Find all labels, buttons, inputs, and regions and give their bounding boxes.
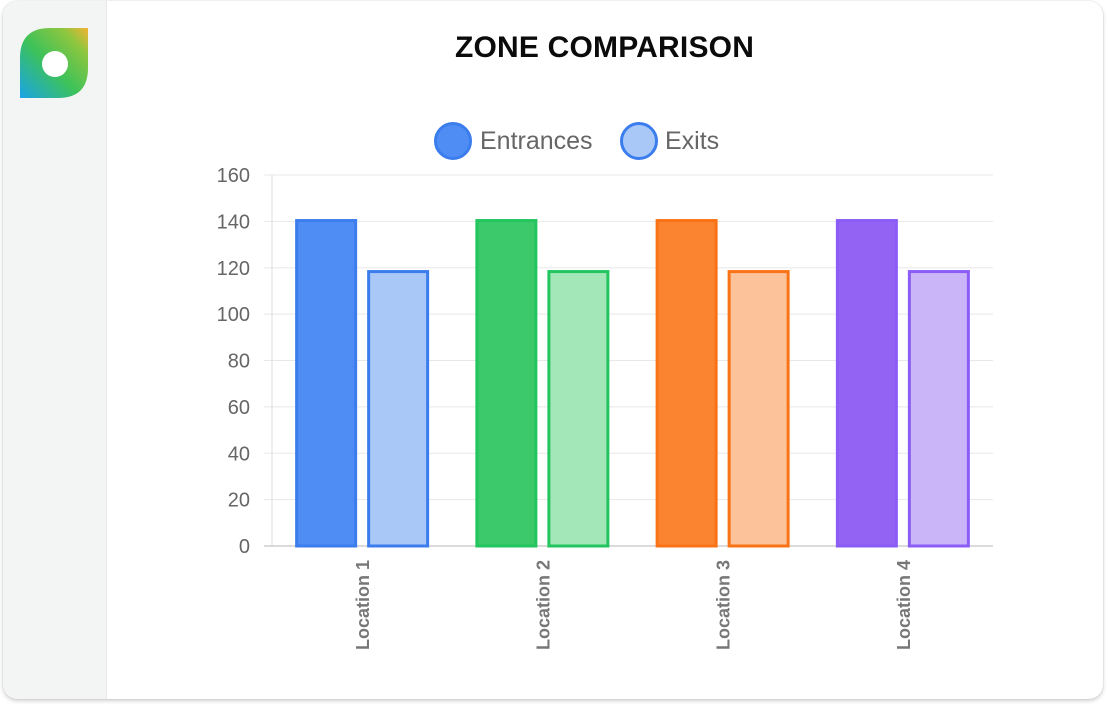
y-tick-label: 60	[228, 397, 250, 419]
bars	[295, 219, 970, 548]
bar-exits-3[interactable]	[727, 270, 790, 548]
bar-entrances-2[interactable]	[475, 219, 538, 548]
legend-swatch-entrances[interactable]	[434, 122, 472, 160]
y-tick-label: 0	[239, 536, 250, 558]
x-tick-label: Location 4	[894, 560, 914, 650]
y-tick-label: 160	[217, 165, 250, 187]
bar-exits-2[interactable]	[547, 270, 610, 548]
legend: Entrances Exits	[434, 122, 719, 160]
y-tick-label: 40	[228, 443, 250, 465]
y-tick-label: 140	[217, 211, 250, 233]
legend-label-entrances[interactable]: Entrances	[480, 127, 593, 155]
bar-entrances-1[interactable]	[295, 219, 358, 548]
x-tick-label: Location 2	[533, 560, 553, 650]
chart-title: ZONE COMPARISON	[454, 31, 755, 64]
y-tick-label: 120	[217, 258, 250, 280]
y-tick-label: 80	[228, 351, 250, 373]
y-tick-label: 20	[228, 490, 250, 512]
x-tick-label: Location 3	[714, 560, 734, 650]
bar-exits-4[interactable]	[907, 270, 970, 548]
legend-swatch-exits[interactable]	[620, 122, 658, 160]
y-tick-label: 100	[217, 304, 250, 326]
x-tick-label: Location 1	[353, 560, 373, 650]
bar-exits-1[interactable]	[367, 270, 430, 548]
sidebar	[3, 1, 107, 699]
legend-label-exits[interactable]: Exits	[665, 127, 719, 155]
leaf-ring-logo-icon[interactable]	[20, 28, 88, 98]
bar-entrances-4[interactable]	[835, 219, 898, 548]
bar-entrances-3[interactable]	[655, 219, 718, 548]
axis-labels: 0 20 40 60 80 100 120 140 160 Location 1 Location …	[217, 165, 914, 650]
